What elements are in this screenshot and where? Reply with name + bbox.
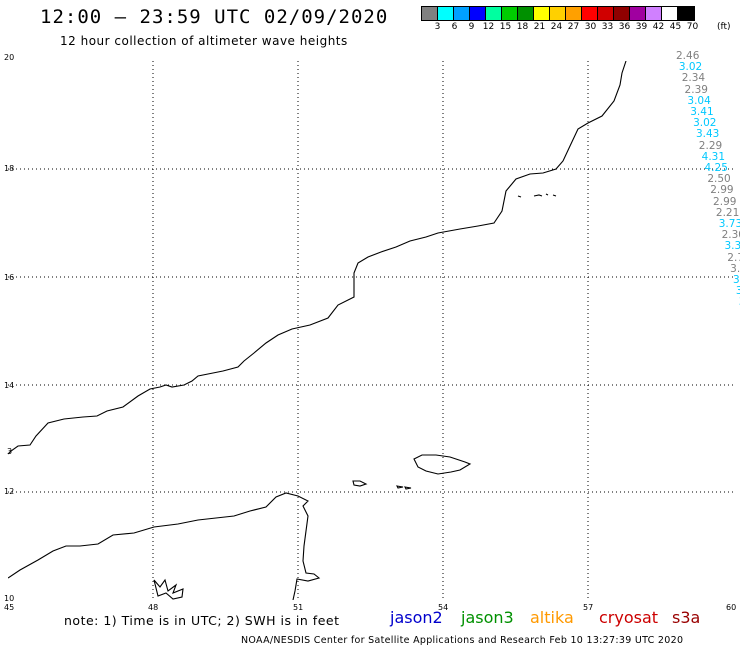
color-scale-label: 21 [533,22,546,32]
small-islet [396,485,404,489]
footer-note: note: 1) Time is in UTC; 2) SWH is in fe… [64,613,340,628]
corner-label: 3 [7,447,13,456]
lat-lon-grid [8,61,734,600]
color-scale-label: 30 [584,22,597,32]
small-islet [404,486,412,490]
wave-height-reading: 3.20 [735,285,740,298]
color-scale-label: 42 [652,22,665,32]
color-swatch [678,7,694,20]
lat-label-18: 18 [4,164,15,173]
color-swatch [550,7,566,20]
lat-label-12: 12 [4,487,15,496]
lon-label-51: 51 [293,603,304,612]
abd-al-kuri-island [352,480,368,487]
lat-label-10: 10 [4,594,15,603]
coastline [8,61,627,600]
color-scale-label: 33 [601,22,614,32]
horn-shoreline-detail [153,578,184,600]
color-scale-label: 70 [686,22,699,32]
color-swatch [630,7,646,20]
map-title: 12:00 – 23:59 UTC 02/09/2020 [40,6,389,28]
color-scale-label: 45 [669,22,682,32]
lat-label-20: 20 [4,53,15,62]
lon-label-60: 60 [726,603,737,612]
lon-label-45: 45 [4,603,15,612]
color-scale-label: 3 [434,22,441,32]
lat-label-16: 16 [4,273,15,282]
color-swatch [534,7,550,20]
color-scale-label: 9 [468,22,475,32]
color-swatch [486,7,502,20]
color-scale-label: 39 [635,22,648,32]
color-scale-label: 12 [482,22,495,32]
color-swatch [422,7,438,20]
satellite-jason3-label: jason3 [461,608,514,627]
lon-label-57: 57 [583,603,594,612]
arabian-coastline [8,61,627,455]
map-subtitle: 12 hour collection of altimeter wave hei… [60,34,348,48]
altimeter-map [8,61,734,600]
color-scale-label: 36 [618,22,631,32]
color-swatch [566,7,582,20]
lon-label-48: 48 [148,603,159,612]
kuria-muria-islands [517,193,557,198]
wave-height-reading: 3.10 [733,274,740,286]
somali-coastline [8,492,321,600]
lat-label-14: 14 [4,381,15,390]
color-swatch [582,7,598,20]
color-scale-label: 27 [567,22,580,32]
color-swatch [438,7,454,20]
color-scale-unit: (ft) [717,22,731,32]
satellite-altika-label: altika [530,608,574,627]
satellite-cryosat-label: cryosat [599,608,659,627]
color-swatch [646,7,662,20]
color-scale-label: 24 [550,22,563,32]
color-scale-label: 15 [499,22,512,32]
credit-line: NOAA/NESDIS Center for Satellite Applica… [241,635,684,646]
socotra-island [413,454,472,475]
color-swatch [662,7,678,20]
color-swatch [470,7,486,20]
color-swatch [518,7,534,20]
satellite-jason2-label: jason2 [390,608,443,627]
color-scale-label: 18 [516,22,529,32]
color-swatch [614,7,630,20]
color-swatch [598,7,614,20]
lon-label-54: 54 [438,603,449,612]
color-scale-spacer [421,22,429,32]
color-scale-labels: 3 6 9 12 15 18 21 24 27 30 33 36 39 42 45 70 [421,22,701,32]
color-scale-label: 6 [451,22,458,32]
color-swatch [502,7,518,20]
wave-height-color-scale [421,6,695,21]
color-swatch [454,7,470,20]
satellite-s3a-label: s3a [672,608,701,627]
